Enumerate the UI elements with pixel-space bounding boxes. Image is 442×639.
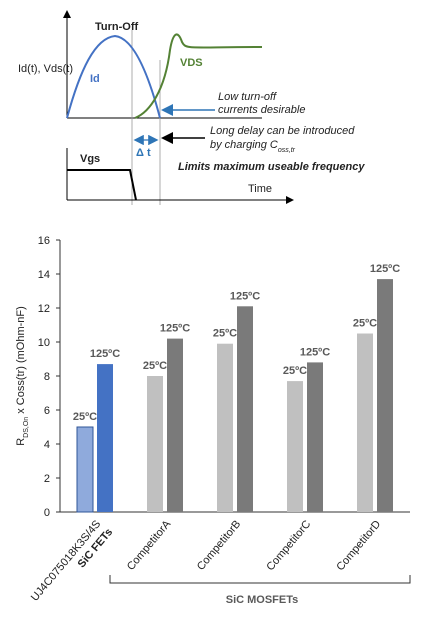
data-label: 25ºC [283, 365, 307, 377]
group-bracket [109, 575, 411, 584]
line: oss,tr [278, 147, 296, 154]
vds-curve [134, 33, 263, 119]
bar [76, 426, 94, 513]
y-axis-label: RDS,On x Coss(tr) (mOhm-nF) [15, 306, 30, 446]
bar [287, 381, 303, 512]
line: by charging C [210, 139, 278, 151]
note: Long delay can be introduced by charging … [210, 125, 355, 154]
x-tick-label: CompetitorD [334, 518, 383, 573]
data-label: 125ºC [90, 348, 120, 360]
id-curve [66, 34, 161, 119]
y-tick-label: 14 [38, 269, 50, 281]
label: Vgs [80, 153, 100, 165]
part: DS,On [23, 417, 30, 438]
line: currents desirable [218, 104, 305, 116]
bar [357, 333, 373, 512]
part: x Coss(tr) (mOhm-nF) [15, 306, 27, 417]
data-label: 25ºC [73, 411, 97, 423]
y-tick-label: 4 [44, 439, 50, 451]
bar [147, 376, 163, 512]
note: Low turn-off currents desirable [218, 91, 305, 116]
y-tick-label: 12 [38, 303, 50, 315]
label: Time [248, 183, 272, 195]
line: Low turn-off [218, 91, 277, 103]
data-label: 125ºC [160, 323, 190, 335]
bar [307, 362, 323, 512]
diagram: Turn-Off Id(t), Vds(t) Id VDS Low turn-o… [18, 10, 365, 205]
data-label: 25ºC [353, 318, 377, 330]
data-label: 125ºC [370, 263, 400, 275]
part: R [15, 438, 27, 446]
chart: RDS,On x Coss(tr) (mOhm-nF) SiC MOSFETs … [15, 235, 411, 606]
x-tick-label: CompetitorA [125, 518, 174, 573]
y-tick-label: 2 [44, 473, 50, 485]
label: Δ t [136, 147, 151, 159]
data-label: 125ºC [300, 346, 330, 358]
bar [237, 306, 253, 512]
data-label: 125ºC [230, 290, 260, 302]
data-label: 25ºC [213, 328, 237, 340]
label: VDS [180, 57, 203, 69]
label: Turn-Off [95, 21, 139, 33]
label: Limits maximum useable frequency [178, 161, 365, 173]
bar [217, 343, 233, 512]
vgs-curve [67, 169, 137, 201]
data-label: 25ºC [143, 360, 167, 372]
label: Id [90, 73, 100, 85]
bar [377, 279, 393, 512]
bar [167, 338, 183, 512]
bar [97, 364, 113, 512]
y-tick-label: 8 [44, 371, 50, 383]
y-tick-label: 10 [38, 337, 50, 349]
y-tick-label: 16 [38, 235, 50, 247]
group-label: SiC MOSFETs [226, 594, 299, 606]
x-tick-label: CompetitorB [195, 518, 243, 573]
y-tick-label: 0 [44, 507, 50, 519]
x-tick-label: CompetitorC [264, 518, 313, 573]
line: Long delay can be introduced [210, 125, 355, 137]
y-tick-label: 6 [44, 405, 50, 417]
label: Id(t), Vds(t) [18, 63, 73, 75]
